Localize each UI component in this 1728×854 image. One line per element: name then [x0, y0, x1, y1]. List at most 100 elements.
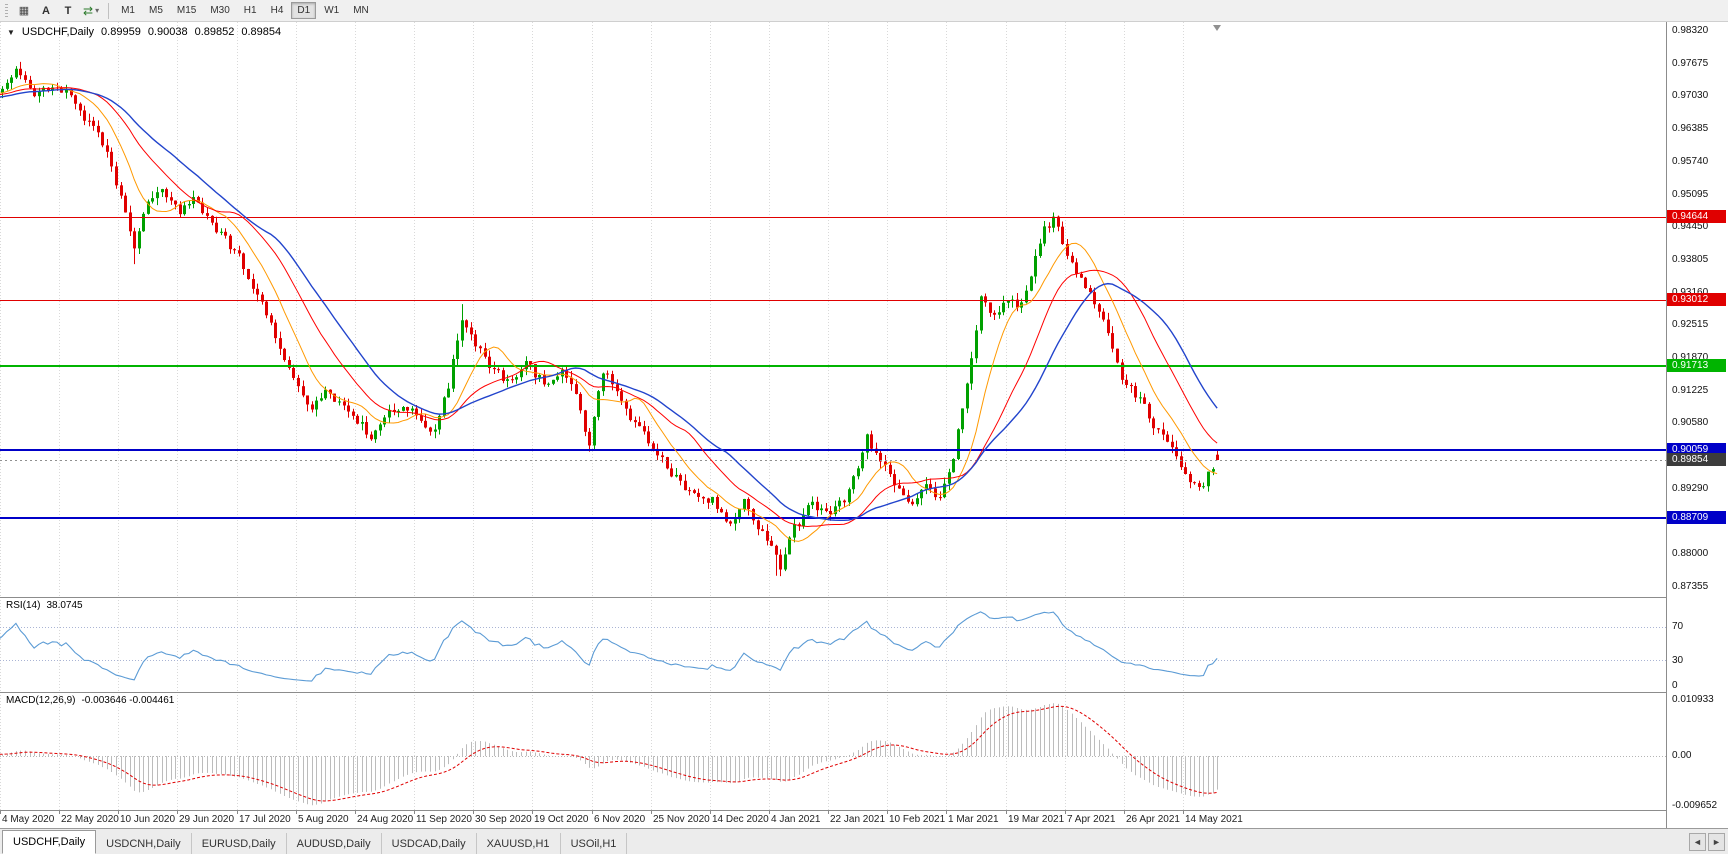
macd-canvas[interactable]	[0, 692, 1666, 810]
date-label: 11 Sep 2020	[416, 814, 472, 825]
chart-symbol-label: USDCHF,Daily	[21, 26, 95, 38]
date-label: 19 Mar 2021	[1008, 814, 1065, 825]
date-label: 14 May 2021	[1185, 814, 1243, 825]
price-axis-label: 0.97030	[1672, 90, 1709, 102]
date-tick	[1124, 811, 1125, 814]
toolbar-drag-handle[interactable]	[5, 3, 8, 18]
price-axis-label: 0.89290	[1672, 482, 1709, 494]
rsi-current-value: 38.0745	[46, 600, 83, 611]
price-chart-panel: ▼ USDCHF,Daily 0.89959 0.90038 0.89852 0…	[0, 22, 1666, 597]
date-tick	[473, 811, 474, 814]
grid-tool-icon[interactable]: ▦	[18, 5, 30, 17]
date-label: 6 Nov 2020	[594, 814, 646, 825]
macd-axis-label: 0.010933	[1672, 694, 1714, 706]
date-label: 1 Mar 2021	[948, 814, 999, 825]
dropdown-caret-icon: ▾	[95, 6, 100, 15]
rsi-axis-label: 30	[1672, 654, 1684, 666]
text-tool-icon[interactable]: T	[64, 4, 72, 17]
date-tick	[1065, 811, 1066, 814]
rsi-label: RSI(14)	[6, 600, 41, 611]
ohlc-close-value: 0.89854	[241, 26, 282, 38]
date-tick	[59, 811, 60, 814]
macd-axis-label: 0.00	[1672, 750, 1692, 762]
date-label: 10 Feb 2021	[889, 814, 946, 825]
timeframe-button-h1[interactable]: H1	[243, 5, 257, 16]
timeframe-button-m15[interactable]: M15	[176, 5, 197, 16]
timeframe-button-m30[interactable]: M30	[210, 5, 230, 16]
price-axis-label: 0.92515	[1672, 319, 1709, 331]
timeframe-button-h4[interactable]: H4	[270, 5, 284, 16]
price-axis-label: 0.95740	[1672, 155, 1709, 167]
current-price-badge: 0.89854	[1667, 453, 1726, 466]
price-chart-canvas[interactable]	[0, 22, 1666, 597]
price-axis-label: 0.90580	[1672, 417, 1709, 429]
date-tick	[414, 811, 415, 814]
date-label: 22 Jan 2021	[830, 814, 886, 825]
date-label: 4 May 2020	[2, 814, 55, 825]
one-click-trading-collapse-icon[interactable]: ▼	[7, 27, 15, 37]
date-tick	[828, 811, 829, 814]
price-axis-label: 0.94450	[1672, 221, 1709, 233]
chart-tab-eurusd-daily[interactable]: EURUSD,Daily	[191, 833, 287, 854]
macd-axis-label: -0.009652	[1672, 799, 1718, 811]
price-axis-label: 0.95095	[1672, 188, 1709, 200]
timeframe-button-d1[interactable]: D1	[291, 2, 317, 19]
panel-separator[interactable]	[0, 597, 1728, 598]
date-tick	[710, 811, 711, 814]
annotation-tool-icon[interactable]: A	[42, 4, 50, 17]
macd-header: MACD(12,26,9) -0.003646 -0.004461	[6, 695, 174, 706]
price-axis-label: 0.87355	[1672, 580, 1709, 592]
date-tick	[1183, 811, 1184, 814]
timeframe-toolbar: M1 M5 M15 M30 H1 H4 D1 W1 MN	[114, 2, 376, 19]
panel-separator	[0, 810, 1728, 811]
date-label: 17 Jul 2020	[239, 814, 291, 825]
date-label: 14 Dec 2020	[712, 814, 769, 825]
timeframe-button-w1[interactable]: W1	[324, 5, 340, 16]
macd-current-values: -0.003646 -0.004461	[81, 695, 175, 706]
date-tick	[769, 811, 770, 814]
chart-tab-usdcad-daily[interactable]: USDCAD,Daily	[381, 833, 477, 854]
chart-tab-usdcnh-daily[interactable]: USDCNH,Daily	[96, 833, 192, 854]
chart-shift-marker[interactable]	[1213, 25, 1221, 31]
date-tick	[946, 811, 947, 814]
cycle-symbol-button[interactable]: ⇄ ▾	[80, 2, 102, 20]
price-axis-label: 0.96385	[1672, 123, 1709, 135]
price-axis-label: 0.88000	[1672, 547, 1709, 559]
tab-scroll-buttons: ◄ ►	[1687, 833, 1725, 851]
panel-separator[interactable]	[0, 692, 1728, 693]
price-axis-label: 0.91870	[1672, 351, 1709, 363]
date-label: 24 Aug 2020	[357, 814, 414, 825]
toolbar-separator	[108, 2, 110, 19]
tabs-scroll-left-button[interactable]: ◄	[1689, 833, 1706, 851]
date-tick	[592, 811, 593, 814]
ohlc-high-value: 0.90038	[147, 26, 188, 38]
macd-indicator-panel: MACD(12,26,9) -0.003646 -0.004461	[0, 692, 1666, 810]
timeframe-button-m1[interactable]: M1	[121, 5, 135, 16]
tabs-scroll-right-button[interactable]: ►	[1708, 833, 1725, 851]
date-tick	[118, 811, 119, 814]
date-label: 29 Jun 2020	[179, 814, 235, 825]
price-axis-label: 0.91225	[1672, 384, 1709, 396]
chart-tab-xauusd-h1[interactable]: XAUUSD,H1	[476, 833, 561, 854]
timeframe-button-m5[interactable]: M5	[148, 5, 163, 16]
date-tick	[1006, 811, 1007, 814]
price-axis-label: 0.93160	[1672, 286, 1709, 298]
rsi-canvas[interactable]	[0, 597, 1666, 692]
chart-tab-usdchf-daily[interactable]: USDCHF,Daily	[2, 830, 97, 854]
macd-label: MACD(12,26,9)	[6, 695, 76, 706]
date-tick	[0, 811, 1, 814]
ohlc-open-value: 0.89959	[101, 26, 141, 38]
rsi-axis-label: 0	[1672, 680, 1678, 691]
chart-tab-audusd-daily[interactable]: AUDUSD,Daily	[286, 833, 382, 854]
date-tick	[355, 811, 356, 814]
date-label: 25 Nov 2020	[653, 814, 710, 825]
timeframe-button-mn[interactable]: MN	[353, 5, 369, 16]
price-axis-label: 0.98320	[1672, 25, 1709, 37]
cycle-arrows-icon: ⇄	[83, 3, 94, 18]
chart-title: ▼ USDCHF,Daily 0.89959 0.90038 0.89852 0…	[7, 26, 281, 38]
chart-tab-usoil-h1[interactable]: USOil,H1	[560, 833, 628, 854]
date-label: 19 Oct 2020	[534, 814, 589, 825]
date-tick	[651, 811, 652, 814]
tab-list: USDCHF,Daily USDCNH,Daily EURUSD,Daily AUDU…	[2, 828, 628, 854]
